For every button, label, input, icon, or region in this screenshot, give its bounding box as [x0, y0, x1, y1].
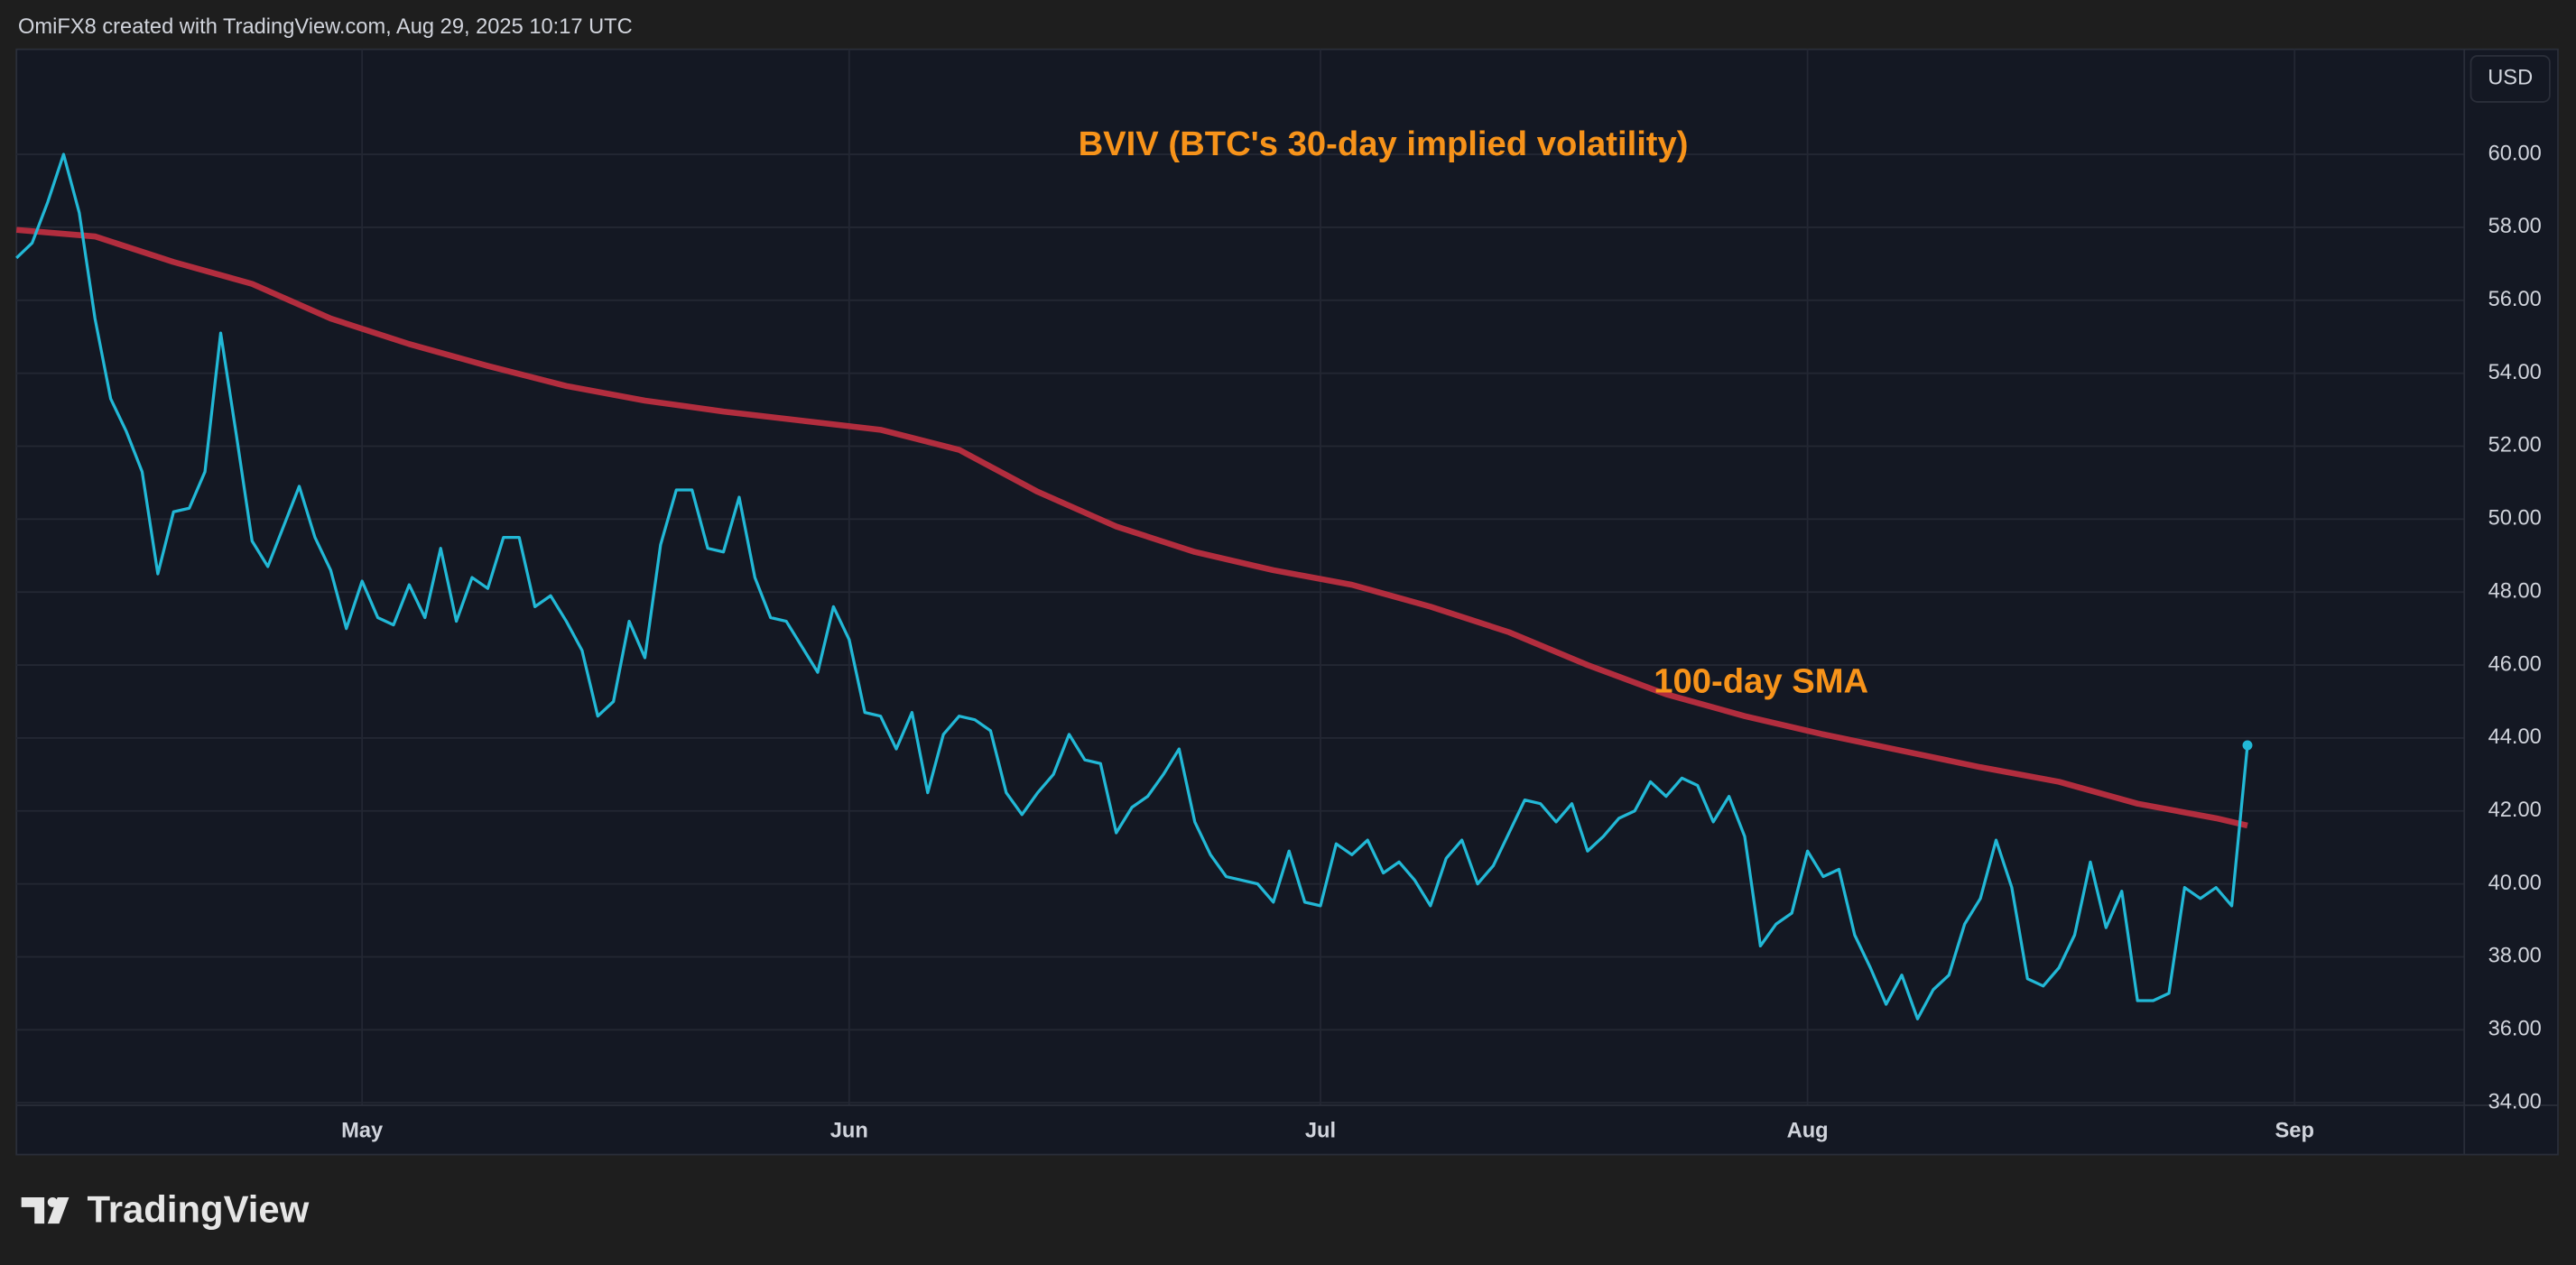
marks [15, 152, 2253, 1020]
header: OmiFX8 created with TradingView.com, Aug… [18, 15, 633, 39]
x-tick-label: Jun [830, 1119, 868, 1142]
grid [16, 49, 2465, 1106]
x-tick-label: Aug [1787, 1119, 1829, 1142]
y-tick-label: 46.00 [2488, 652, 2542, 676]
chart-panel [15, 48, 2559, 1156]
y-tick-label: 40.00 [2488, 872, 2542, 895]
x-tick-label: May [341, 1119, 384, 1142]
x-tick-label: Sep [2275, 1119, 2314, 1142]
logo: TradingView [21, 1187, 310, 1230]
y-tick-label: 48.00 [2488, 579, 2542, 603]
x-tick-label: Jul [1305, 1119, 1336, 1142]
logo-icon-dot [47, 1196, 58, 1207]
y-tick-label: 36.00 [2488, 1018, 2542, 1041]
series-line [15, 152, 2249, 1020]
y-tick-label: 52.00 [2488, 434, 2542, 457]
currency-button[interactable] [2469, 55, 2551, 103]
y-tick-label: 44.00 [2488, 725, 2542, 749]
series-line [15, 226, 2248, 829]
currency-label[interactable]: USD [2488, 67, 2533, 90]
y-tick-label: 42.00 [2488, 799, 2542, 822]
y-tick-label: 58.00 [2488, 215, 2542, 238]
y-tick-label: 60.00 [2488, 142, 2542, 165]
y-tick-label: 56.00 [2488, 288, 2542, 311]
y-tick-label: 34.00 [2488, 1090, 2542, 1113]
annotation: 100-day SMA [1654, 661, 1868, 700]
last-point [2242, 740, 2253, 751]
annotation: BVIV (BTC's 30-day implied volatility) [1079, 125, 1689, 163]
logo-text: TradingView [87, 1187, 309, 1230]
y-tick-label: 50.00 [2488, 507, 2542, 531]
y-tick-label: 38.00 [2488, 945, 2542, 968]
y-tick-label: 54.00 [2488, 361, 2542, 384]
